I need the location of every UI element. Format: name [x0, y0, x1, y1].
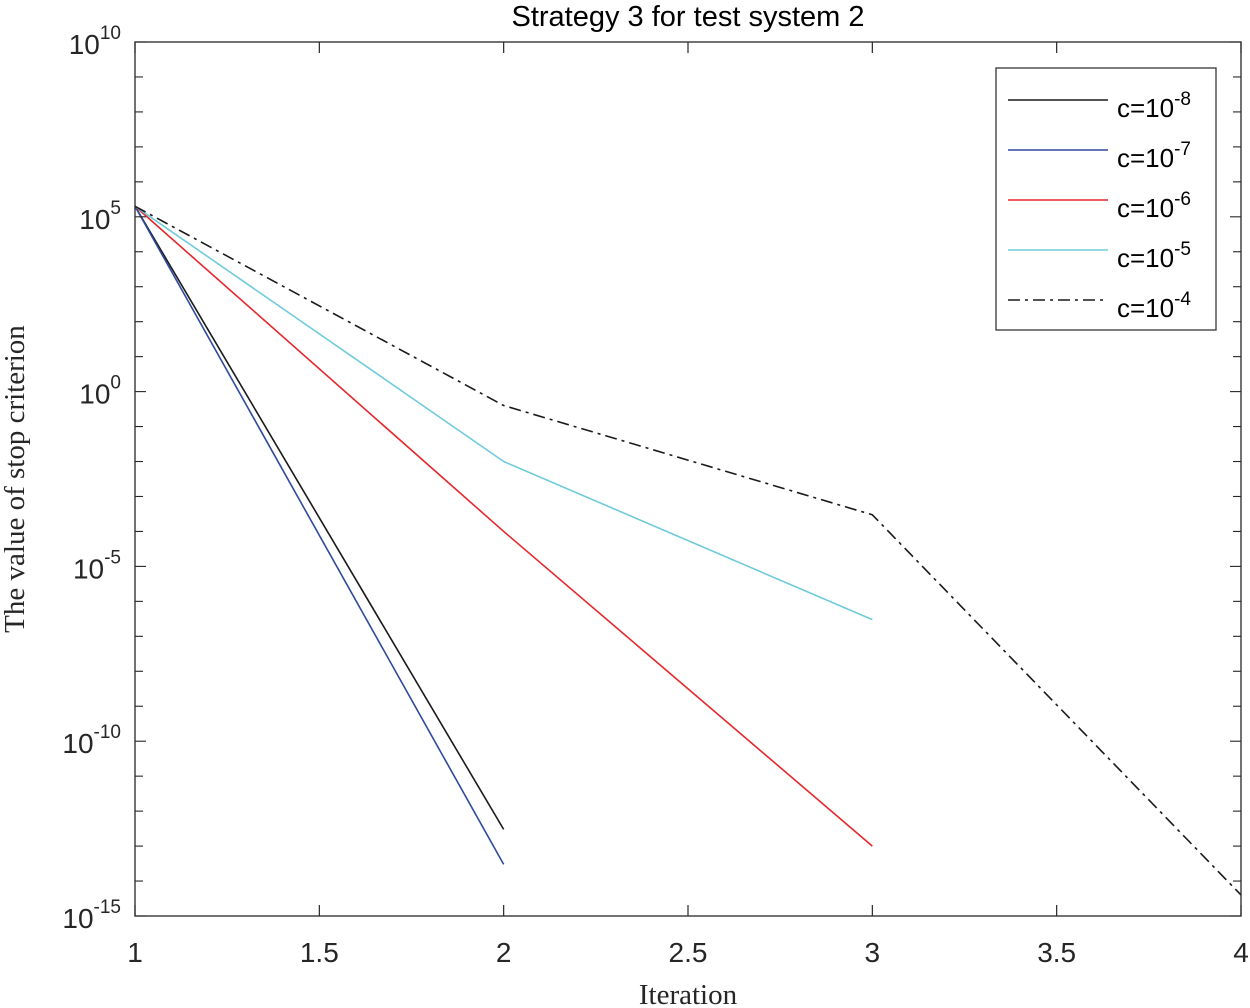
series-layer	[134, 205, 1242, 896]
legend-label-1: c=10-8	[1117, 89, 1191, 123]
x-axis-label: Iteration	[639, 979, 738, 1008]
x-tick-label: 2	[496, 937, 512, 968]
series-line-4	[134, 205, 873, 621]
y-tick-label: 10-5	[73, 547, 121, 584]
x-tick-label: 2.5	[669, 937, 708, 968]
x-tick-label: 3.5	[1037, 937, 1076, 968]
chart-title: Strategy 3 for test system 2	[512, 1, 865, 33]
y-axis-label: The value of stop criterion	[0, 325, 31, 633]
y-tick-label: 1010	[69, 23, 121, 60]
legend-label-3: c=10-6	[1117, 189, 1191, 223]
legend: c=10-8 c=10-7 c=10-6 c=10-5 c=10-4	[995, 67, 1217, 331]
y-tick-label: 100	[79, 373, 121, 410]
series-line-3	[134, 205, 873, 847]
series-line-2	[134, 205, 505, 865]
legend-label-5: c=10-4	[1117, 289, 1191, 323]
series-line-5	[134, 205, 1242, 896]
x-tick-label: 4	[1233, 937, 1249, 968]
x-tick-label: 1.5	[300, 937, 339, 968]
legend-box	[995, 67, 1217, 331]
series-line-1	[134, 205, 505, 830]
x-tick-label: 3	[865, 937, 881, 968]
y-tick-label: 10-10	[62, 722, 121, 759]
y-tick-label: 10-15	[62, 897, 121, 934]
x-tick-label: 1	[127, 937, 143, 968]
y-tick-label: 105	[79, 198, 121, 235]
legend-label-4: c=10-5	[1117, 239, 1191, 273]
legend-label-2: c=10-7	[1117, 139, 1191, 173]
tick-layer: 1 1.5 2 2.5 3 3.5 4 10-15 10-10 10-5 100 105 1010	[62, 23, 1248, 968]
